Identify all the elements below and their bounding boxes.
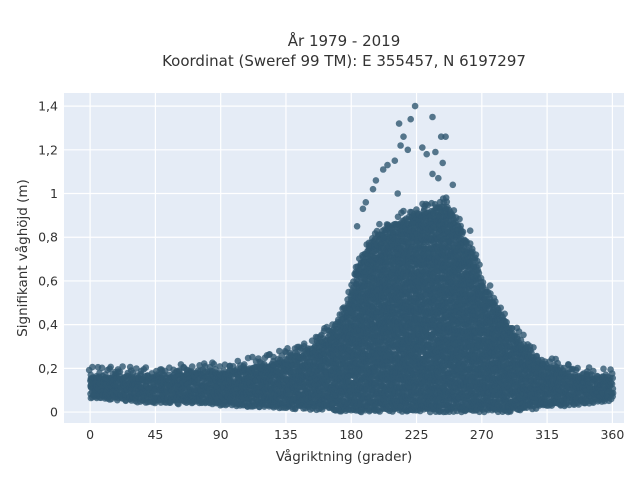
chart-subtitle: Koordinat (Sweref 99 TM): E 355457, N 61… [162,52,526,70]
data-point [89,363,96,371]
data-point [98,364,106,372]
data-point [188,363,196,370]
chart-title: År 1979 - 2019 [288,31,401,50]
data-points [85,102,617,416]
data-point [107,363,114,371]
data-point [241,361,248,368]
data-point [119,363,126,370]
data-point [450,207,458,214]
data-point [216,363,224,370]
data-point [249,353,256,361]
data-point [116,368,124,376]
data-point [459,228,467,236]
data-point [456,215,463,223]
data-point [142,364,150,371]
data-point [400,207,407,215]
data-point [443,198,451,206]
data-point [133,365,140,372]
data-point [210,360,218,368]
data-point [376,220,383,228]
data-point [457,222,465,230]
data-point [300,340,308,348]
